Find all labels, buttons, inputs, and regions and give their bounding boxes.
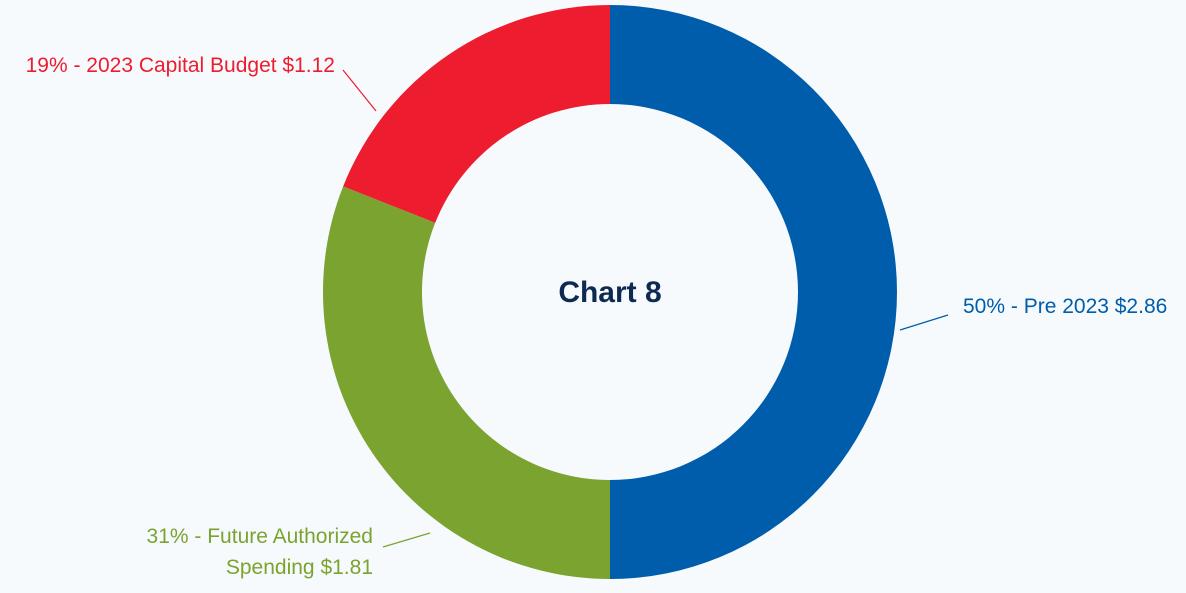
data-label: 19% - 2023 Capital Budget $1.12 xyxy=(26,54,335,77)
data-label: 31% - Future Authorized xyxy=(147,525,373,548)
slices xyxy=(322,5,897,579)
donut-slice xyxy=(343,5,610,223)
leader-line xyxy=(382,532,431,548)
leader-line xyxy=(899,314,949,331)
leader-line xyxy=(342,69,377,112)
donut-slice xyxy=(610,5,897,579)
chart-title: Chart 8 xyxy=(558,276,661,309)
data-label: 50% - Pre 2023 $2.86 xyxy=(963,295,1167,318)
donut-slice xyxy=(322,186,610,579)
data-label: Spending $1.81 xyxy=(226,556,373,579)
